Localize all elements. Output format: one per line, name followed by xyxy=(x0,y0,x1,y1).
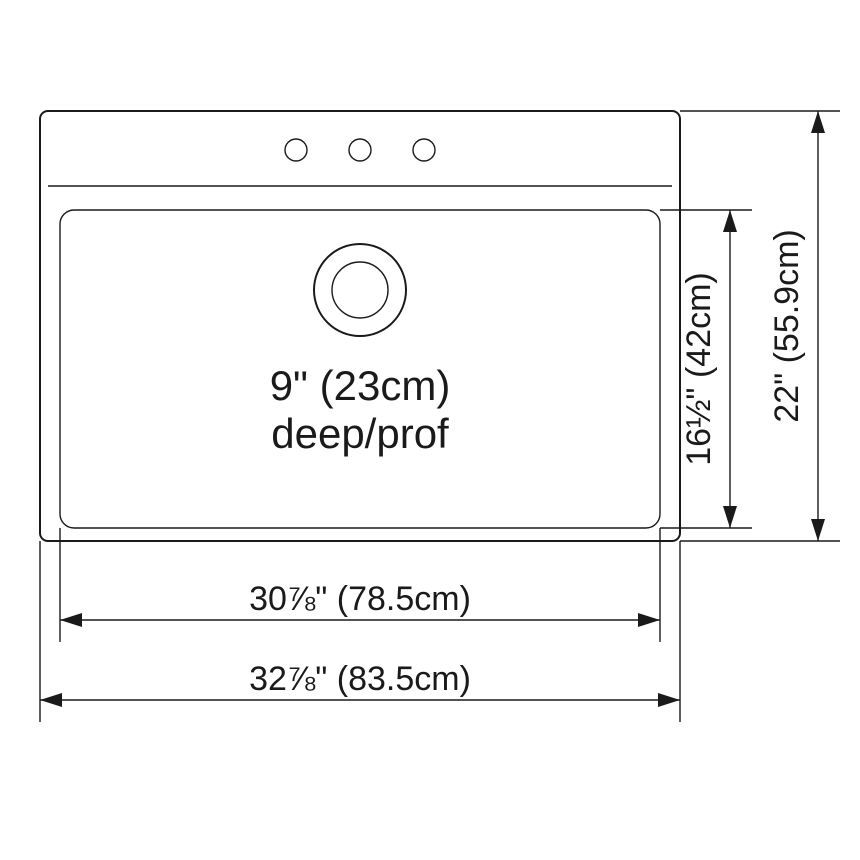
depth-label-line2: deep/prof xyxy=(271,410,449,457)
dim-inner-width-label: 30⅞" (78.5cm) xyxy=(249,580,471,618)
faucet-hole-1 xyxy=(285,139,307,161)
dim-inner-height-label: 16½" (42cm) xyxy=(680,272,718,465)
faucet-hole-3 xyxy=(413,139,435,161)
sink-outer-outline xyxy=(40,111,680,541)
drain-inner xyxy=(332,262,388,318)
dim-outer-width-label: 32⅞" (83.5cm) xyxy=(249,660,471,698)
drain-outer xyxy=(314,244,406,336)
faucet-hole-2 xyxy=(349,139,371,161)
dim-outer-height-label: 22" (55.9cm) xyxy=(768,229,806,422)
depth-label-line1: 9" (23cm) xyxy=(270,362,451,409)
